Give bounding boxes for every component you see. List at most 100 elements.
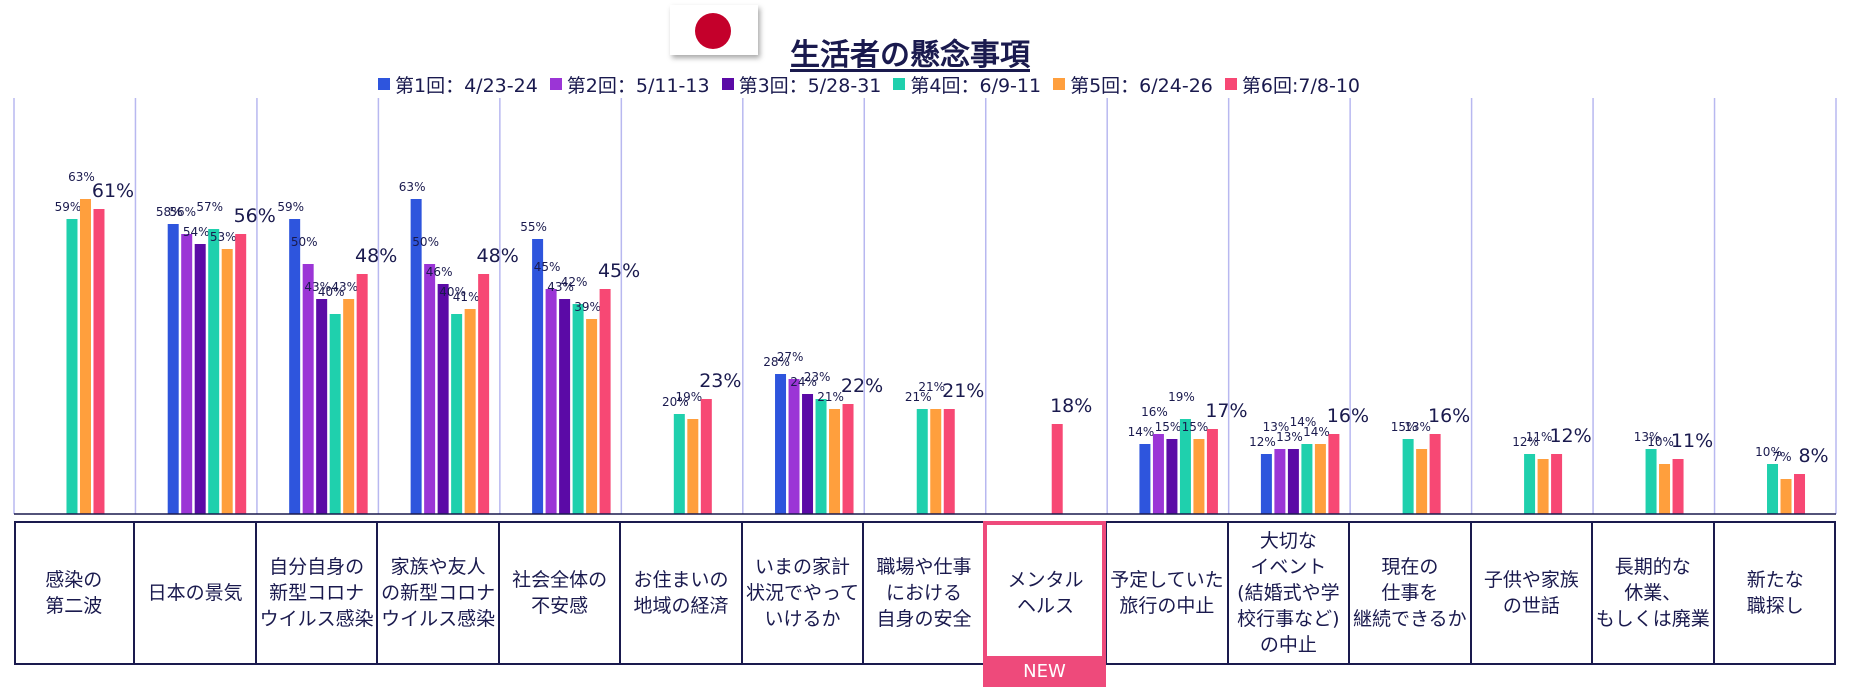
legend-swatch: [549, 78, 562, 90]
bar-s6-c7: [842, 404, 854, 514]
legend-item-3: 第3回：5/28-31: [721, 71, 882, 98]
data-label: 14%: [1303, 425, 1330, 439]
data-label: 55%: [520, 220, 547, 234]
bar-s6-c4: [478, 274, 490, 514]
data-label: 59%: [277, 200, 304, 214]
bar-s1-c10: [1139, 444, 1151, 514]
bar-s6-c8: [943, 409, 955, 514]
data-label: 43%: [304, 280, 331, 294]
bar-s5-c3: [343, 299, 355, 514]
bar-s4-c5: [572, 304, 584, 514]
legend-label: 第3回：5/28-31: [738, 74, 882, 97]
data-label: 45%: [534, 260, 561, 274]
bar-s4-c14: [1645, 449, 1657, 514]
bar-s4-c11: [1301, 444, 1313, 514]
data-label: 53%: [210, 230, 237, 244]
data-label: 39%: [574, 300, 601, 314]
data-label: 20%: [662, 395, 689, 409]
data-label: 23%: [804, 370, 831, 384]
data-label: 40%: [439, 285, 466, 299]
bar-s4-c13: [1524, 454, 1536, 514]
bar-s1-c2: [167, 224, 179, 514]
data-label: 15%: [1182, 420, 1209, 434]
data-label: 45%: [598, 260, 640, 282]
bar-s5-c14: [1659, 464, 1671, 514]
data-label: 28%: [763, 355, 790, 369]
data-label: 63%: [68, 170, 95, 184]
bar-s3-c3: [316, 299, 328, 514]
bar-s3-c2: [194, 244, 206, 514]
data-label: 11%: [1671, 430, 1713, 452]
bar-s1-c4: [410, 199, 422, 514]
bar-s3-c11: [1287, 449, 1299, 514]
legend-label: 第6回:7/8-10: [1241, 74, 1360, 97]
bar-s5-c11: [1314, 444, 1326, 514]
legend-item-1: 第1回：4/23-24: [378, 71, 538, 98]
bar-s4-c8: [916, 409, 928, 514]
bar-s6-c2: [235, 234, 247, 514]
bar-s4-c3: [329, 314, 341, 514]
data-label: 42%: [561, 275, 588, 289]
legend-swatch: [378, 78, 390, 90]
data-label: 43%: [331, 280, 358, 294]
data-label: 41%: [453, 290, 480, 304]
data-label: 21%: [942, 380, 984, 402]
bar-s1-c5: [532, 239, 544, 514]
bar-s4-c4: [451, 314, 463, 514]
bar-s2-c4: [424, 264, 436, 514]
data-label: 7%: [1772, 450, 1791, 464]
data-label: 17%: [1205, 400, 1247, 422]
legend-label: 第1回：4/23-24: [395, 74, 538, 97]
bar-s1-c11: [1260, 454, 1272, 514]
bar-s5-c5: [586, 319, 598, 514]
legend-item-6: 第6回:7/8-10: [1224, 71, 1360, 98]
bar-s4-c6: [673, 414, 685, 514]
bar-s6-c13: [1551, 454, 1563, 514]
bar-s3-c5: [559, 299, 571, 514]
data-label: 12%: [1512, 435, 1539, 449]
data-label: 15%: [1155, 420, 1182, 434]
legend-item-2: 第2回：5/11-13: [549, 71, 710, 98]
bar-s4-c1: [66, 219, 78, 514]
bar-s4-c7: [815, 399, 827, 514]
data-label: 18%: [1050, 395, 1092, 417]
data-label: 13%: [1276, 430, 1303, 444]
japan-flag-icon: [670, 5, 758, 55]
legend-swatch: [1224, 78, 1237, 90]
bar-s3-c10: [1166, 439, 1178, 514]
bar-s5-c15: [1780, 479, 1792, 514]
data-label: 63%: [399, 180, 426, 194]
bar-s5-c12: [1416, 449, 1428, 514]
bar-s6-c14: [1672, 459, 1684, 514]
legend-swatch: [1053, 78, 1066, 90]
bar-s5-c2: [221, 249, 233, 514]
data-label: 46%: [426, 265, 453, 279]
data-label: 56%: [169, 205, 196, 219]
bar-s4-c15: [1767, 464, 1779, 514]
legend-label: 第4回：6/9-11: [910, 74, 1042, 97]
data-label: 19%: [675, 390, 702, 404]
bar-s5-c6: [687, 419, 699, 514]
data-label: 23%: [699, 370, 741, 392]
bar-s1-c3: [289, 219, 301, 514]
bar-s6-c11: [1328, 434, 1340, 514]
data-label: 21%: [918, 380, 945, 394]
data-label: 14%: [1128, 425, 1155, 439]
legend-swatch: [721, 78, 734, 90]
data-label: 24%: [790, 375, 817, 389]
bar-s1-c7: [775, 374, 787, 514]
data-label: 21%: [905, 390, 932, 404]
data-label: 61%: [92, 180, 134, 202]
data-label: 59%: [55, 200, 82, 214]
data-label: 13%: [1634, 430, 1661, 444]
data-label: 14%: [1290, 415, 1317, 429]
data-label: 16%: [1141, 405, 1168, 419]
data-label: 21%: [817, 390, 844, 404]
bar-s4-c2: [208, 229, 220, 514]
chart-title: 生活者の懸念事項: [790, 38, 1030, 73]
bar-s2-c11: [1274, 449, 1286, 514]
data-label: 56%: [234, 205, 276, 227]
category-row: [14, 521, 1836, 665]
data-label: 16%: [1327, 405, 1369, 427]
